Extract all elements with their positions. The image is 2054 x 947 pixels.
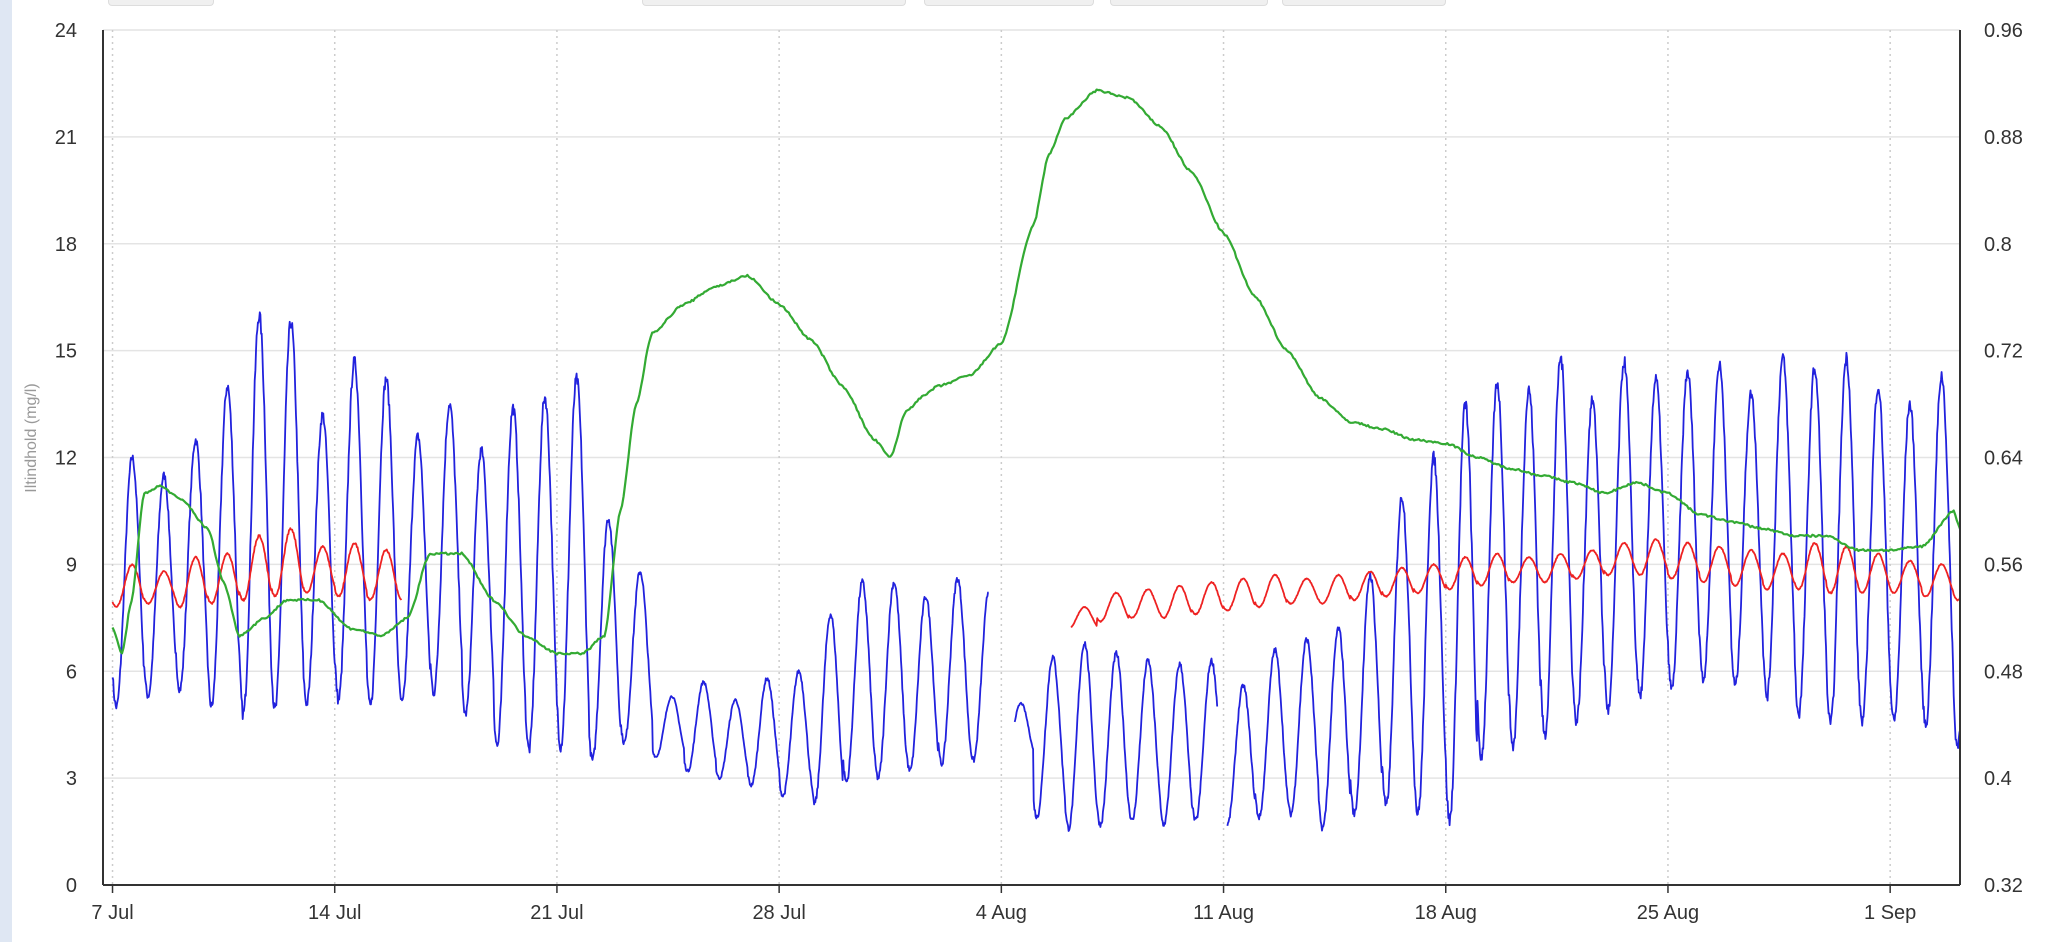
y2-tick-label: 0.8 — [1984, 234, 2012, 256]
left-edge-border — [0, 0, 12, 942]
y-axis-title: Iltindhold (mg/l) — [23, 383, 40, 492]
y2-tick-label: 0.64 — [1984, 448, 2023, 470]
y-tick-label: 0 — [66, 875, 77, 897]
y-tick-label: 6 — [66, 661, 77, 683]
y2-tick-label: 0.4 — [1984, 768, 2012, 790]
top-tab-strip — [0, 0, 2054, 6]
y-tick-label: 15 — [55, 341, 77, 363]
x-tick-label: 28 Jul — [752, 902, 805, 924]
x-tick-label: 18 Aug — [1415, 902, 1477, 924]
y2-tick-label: 0.48 — [1984, 661, 2023, 683]
y-tick-label: 18 — [55, 234, 77, 256]
y2-tick-label: 0.88 — [1984, 127, 2023, 149]
series-line-blue — [1226, 351, 1961, 832]
y2-tick-label: 0.72 — [1984, 341, 2023, 363]
y2-tick-label: 0.32 — [1984, 875, 2023, 897]
series-line-red — [1070, 538, 1961, 628]
series-line-green — [111, 88, 1962, 656]
x-tick-label: 4 Aug — [976, 902, 1027, 924]
y-tick-label: 9 — [66, 554, 77, 576]
x-tick-label: 7 Jul — [91, 902, 133, 924]
series-line-red — [111, 527, 403, 609]
x-tick-label: 21 Jul — [530, 902, 583, 924]
x-tick-label: 1 Sep — [1864, 902, 1916, 924]
y2-tick-label: 0.56 — [1984, 554, 2023, 576]
x-tick-label: 11 Aug — [1193, 902, 1254, 924]
x-tick-label: 25 Aug — [1637, 902, 1699, 924]
tick-labels: 0 3 6 9 12 15 18 21 24 0.32 0.4 0.48 0.56 0.64 0.72 0.8… — [55, 20, 2023, 924]
x-tick-label: 14 Jul — [308, 902, 361, 924]
tab-stub[interactable] — [108, 0, 214, 6]
tab-stub[interactable] — [1110, 0, 1268, 6]
y-tick-label: 12 — [55, 448, 77, 470]
y-tick-label: 3 — [66, 768, 77, 790]
series-layer — [111, 88, 1962, 832]
tab-stub[interactable] — [1282, 0, 1446, 6]
tab-stub[interactable] — [642, 0, 906, 6]
y2-tick-label: 0.96 — [1984, 20, 2023, 42]
series-line-blue — [111, 311, 989, 806]
series-line-blue — [1013, 641, 1219, 832]
tab-stub[interactable] — [924, 0, 1094, 6]
y-tick-label: 24 — [55, 20, 77, 42]
grid-lines — [103, 29, 1960, 885]
axes — [102, 30, 1961, 893]
y-tick-label: 21 — [55, 127, 77, 149]
